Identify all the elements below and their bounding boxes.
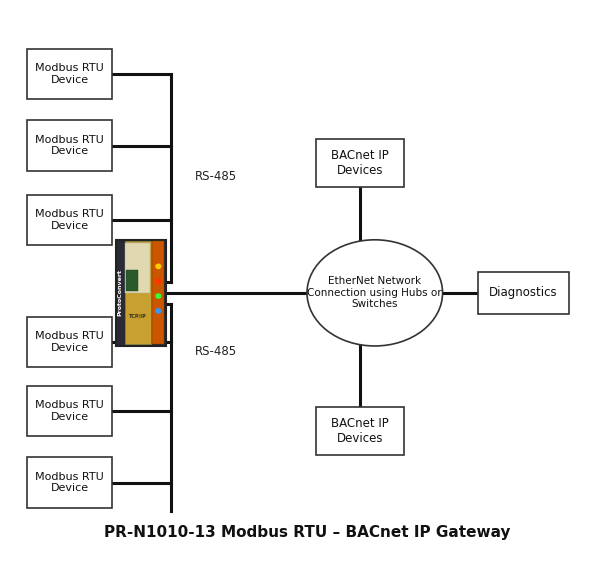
Text: ProtoConvert: ProtoConvert xyxy=(118,269,123,316)
Text: Modbus RTU
Device: Modbus RTU Device xyxy=(36,63,104,85)
Text: TCP/IP: TCP/IP xyxy=(129,314,147,319)
FancyBboxPatch shape xyxy=(115,240,166,346)
Ellipse shape xyxy=(307,240,443,346)
FancyBboxPatch shape xyxy=(478,272,569,314)
Text: PR-N1010-13 Modbus RTU – BACnet IP Gateway: PR-N1010-13 Modbus RTU – BACnet IP Gatew… xyxy=(104,524,510,539)
Text: Diagnostics: Diagnostics xyxy=(489,286,558,299)
Text: RS-485: RS-485 xyxy=(195,345,237,358)
Text: BACnet IP
Devices: BACnet IP Devices xyxy=(331,149,389,177)
Text: Modbus RTU
Device: Modbus RTU Device xyxy=(36,135,104,156)
FancyBboxPatch shape xyxy=(316,139,404,187)
Text: Modbus RTU
Device: Modbus RTU Device xyxy=(36,209,104,231)
Text: Modbus RTU
Device: Modbus RTU Device xyxy=(36,400,104,422)
Text: BACnet IP
Devices: BACnet IP Devices xyxy=(331,417,389,445)
FancyBboxPatch shape xyxy=(27,317,112,367)
Circle shape xyxy=(156,264,161,268)
Circle shape xyxy=(156,309,161,313)
FancyBboxPatch shape xyxy=(27,194,112,245)
FancyBboxPatch shape xyxy=(316,407,404,455)
FancyBboxPatch shape xyxy=(27,386,112,436)
Text: Modbus RTU
Device: Modbus RTU Device xyxy=(36,331,104,353)
FancyBboxPatch shape xyxy=(27,48,112,99)
Text: RS-485: RS-485 xyxy=(195,170,237,182)
FancyBboxPatch shape xyxy=(152,241,165,344)
FancyBboxPatch shape xyxy=(126,269,138,291)
FancyBboxPatch shape xyxy=(27,121,112,171)
Text: EtherNet Network
Connection using Hubs or
Switches: EtherNet Network Connection using Hubs o… xyxy=(308,276,442,309)
Text: Modbus RTU
Device: Modbus RTU Device xyxy=(36,472,104,493)
Circle shape xyxy=(156,279,161,283)
FancyBboxPatch shape xyxy=(125,241,151,344)
Circle shape xyxy=(156,294,161,298)
FancyBboxPatch shape xyxy=(125,243,150,293)
FancyBboxPatch shape xyxy=(27,458,112,508)
